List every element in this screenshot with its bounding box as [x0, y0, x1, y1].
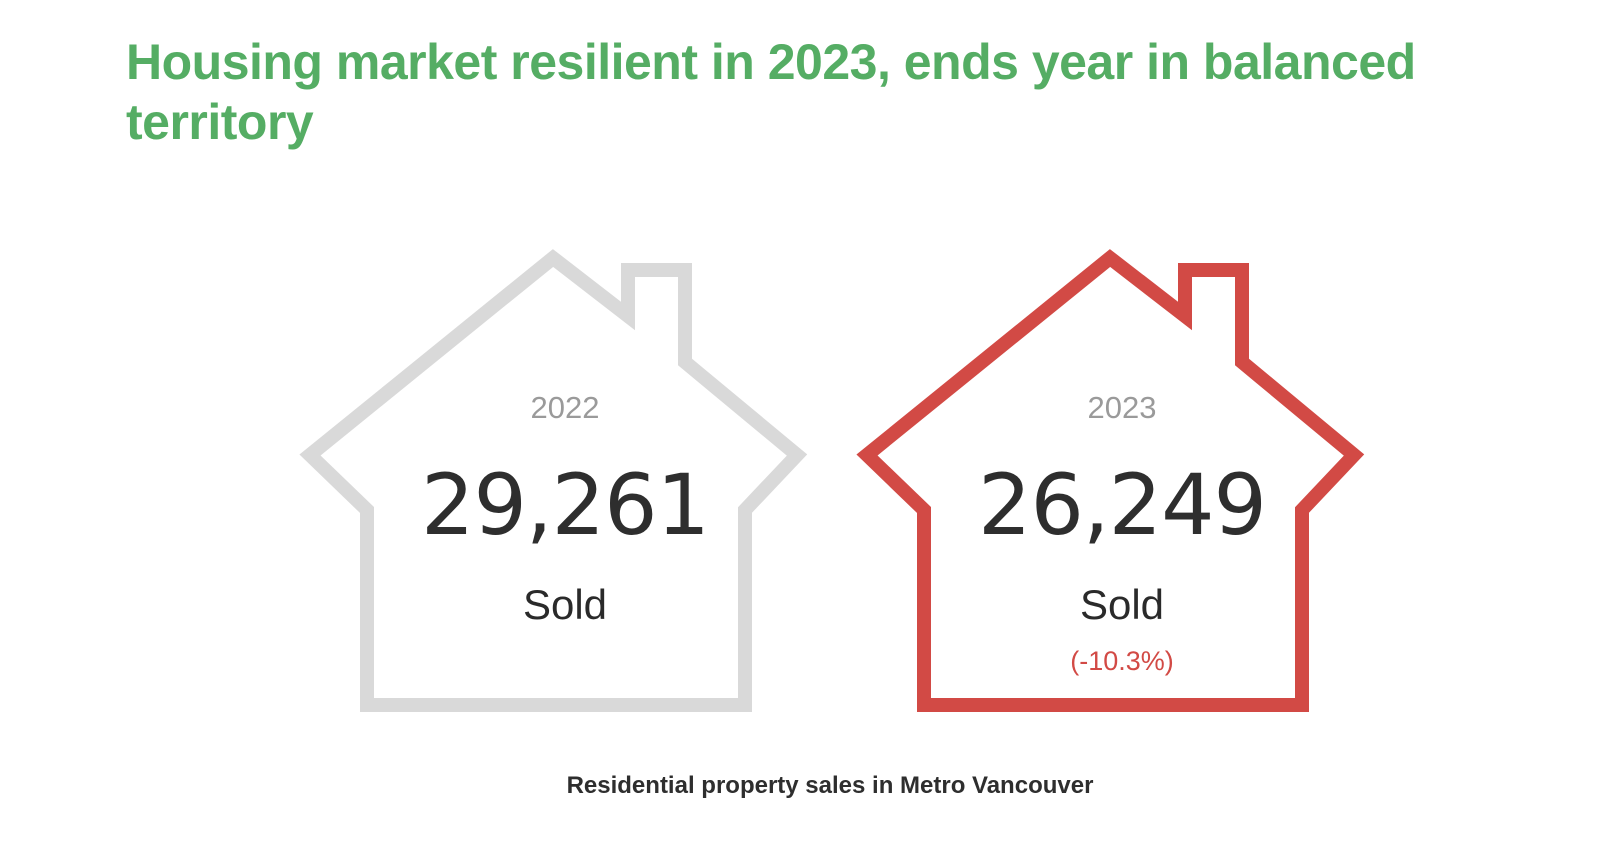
- change-percent: (-10.3%): [1070, 646, 1174, 676]
- chart-caption: Residential property sales in Metro Vanc…: [566, 772, 1094, 799]
- sales-value: 26,249: [978, 456, 1267, 554]
- year-label: 2023: [1087, 390, 1157, 425]
- sold-label: Sold: [522, 581, 608, 628]
- house-outline-icon: [299, 249, 808, 712]
- house-card-2022: 2022 29,261 Sold: [299, 249, 825, 720]
- sales-value: 29,261: [421, 456, 710, 554]
- house-outline-icon: [856, 249, 1365, 712]
- sold-label: Sold: [1079, 581, 1165, 628]
- year-label: 2022: [530, 390, 600, 425]
- page-title: Housing market resilient in 2023, ends y…: [126, 34, 1416, 150]
- house-card-2023: 2023 26,249 Sold (-10.3%): [856, 249, 1397, 720]
